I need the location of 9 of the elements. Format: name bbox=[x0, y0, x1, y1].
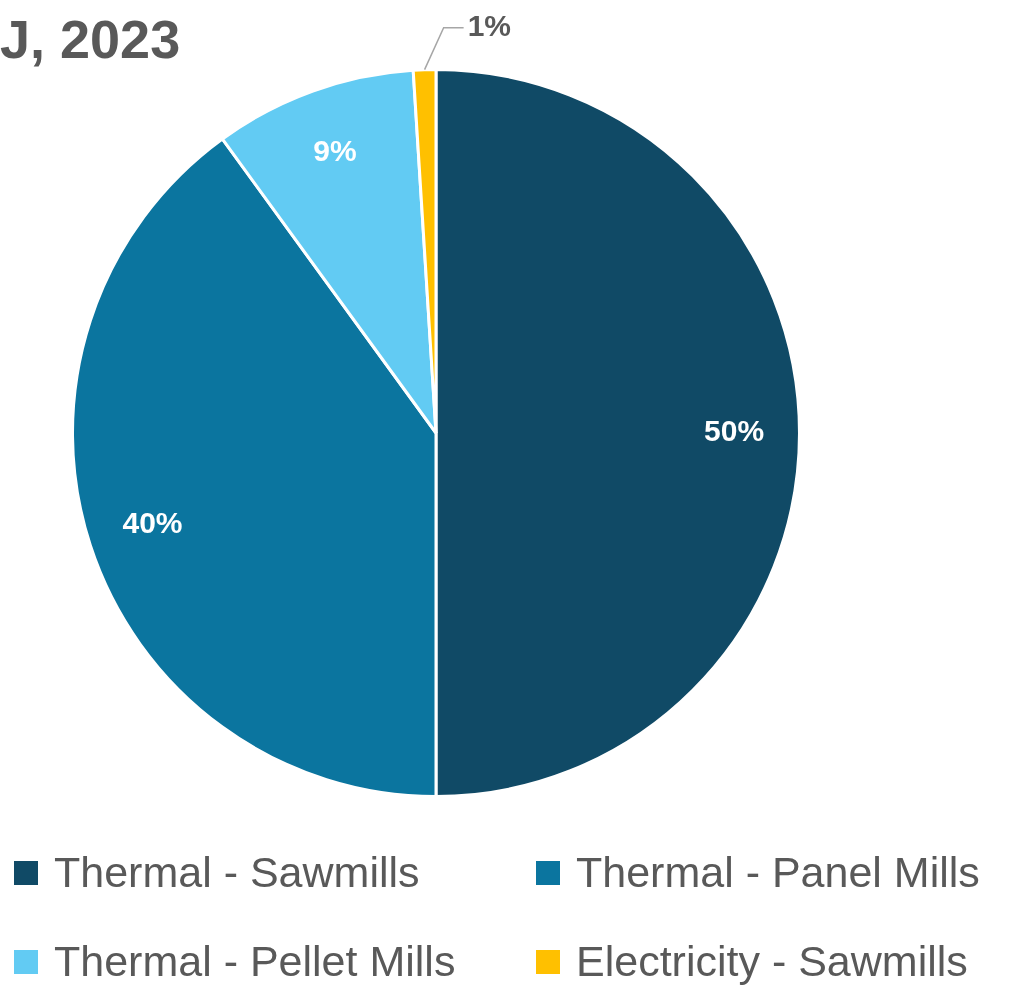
data-label: 9% bbox=[313, 133, 357, 167]
legend-label: Thermal - Pellet Mills bbox=[54, 937, 456, 986]
data-label: 1% bbox=[467, 8, 511, 42]
data-label: 50% bbox=[704, 414, 765, 448]
legend-label: Electricity - Sawmills bbox=[576, 937, 968, 986]
legend-label: Thermal - Sawmills bbox=[54, 848, 420, 897]
chart-title: J, 2023 bbox=[0, 8, 181, 70]
legend-label: Thermal - Panel Mills bbox=[576, 848, 980, 897]
data-label: 40% bbox=[122, 506, 183, 540]
